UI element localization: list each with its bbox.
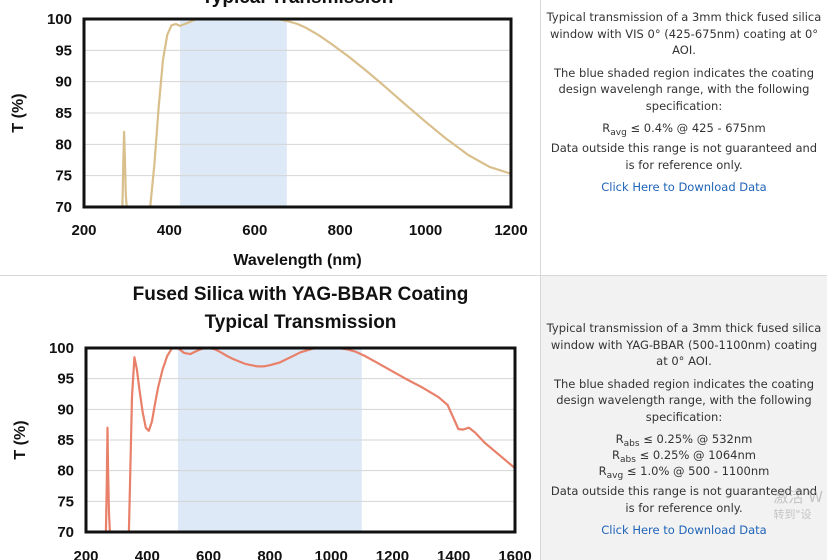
y-tick-label: 75 <box>57 493 74 510</box>
x-tick-label: 600 <box>242 222 267 239</box>
spec-text: ≤ 0.4% @ 425 - 675nm <box>626 121 766 135</box>
spec-text: ≤ 0.25% @ 1064nm <box>635 448 756 462</box>
y-tick-label: 85 <box>55 105 72 122</box>
spec-symbol: R <box>598 464 607 478</box>
chart-title: Typical Transmission <box>202 0 394 8</box>
x-tick-label: 800 <box>328 222 353 239</box>
transmission-line <box>121 130 128 207</box>
spec-symbol: R <box>615 432 624 446</box>
info-disclaimer: Data outside this range is not guarantee… <box>550 484 818 515</box>
x-tick-label: 1000 <box>409 222 442 239</box>
info-panel-2: Typical transmission of a 3mm thick fuse… <box>540 276 827 560</box>
y-tick-label: 90 <box>57 401 74 418</box>
y-axis-label: T (%) <box>10 93 27 132</box>
spec-list: Ravg ≤ 0.4% @ 425 - 675nm <box>541 120 827 138</box>
x-tick-label: 200 <box>71 222 96 239</box>
x-tick-label: 1200 <box>376 548 409 560</box>
x-tick-label: 800 <box>257 548 282 560</box>
plot-frame <box>82 17 513 209</box>
plot-frame <box>84 346 517 534</box>
spec-line: Ravg ≤ 1.0% @ 500 - 1100nm <box>541 463 827 481</box>
chart-subtitle: Typical Transmission <box>205 312 397 333</box>
chart-2-svg: 70 75 80 85 90 95 100 200 400 600 800 1000 1200 1400 1… <box>12 284 532 560</box>
y-tick-label: 90 <box>55 74 72 91</box>
y-tick-label: 75 <box>55 168 72 185</box>
x-tick-label: 1000 <box>314 548 347 560</box>
info-description: Typical transmission of a 3mm thick fuse… <box>546 10 822 57</box>
download-data-link[interactable]: Click Here to Download Data <box>601 180 767 194</box>
spec-line: Rabs ≤ 0.25% @ 532nm <box>541 431 827 449</box>
spec-subscript: abs <box>620 455 636 465</box>
info-shade-note: The blue shaded region indicates the coa… <box>553 65 815 113</box>
transmission-line <box>104 426 111 532</box>
y-tick-label: 70 <box>57 524 74 541</box>
spec-subscript: abs <box>623 439 640 449</box>
spec-text: ≤ 0.25% @ 532nm <box>639 432 753 446</box>
spec-symbol: R <box>612 448 620 462</box>
spec-subscript: avg <box>610 128 627 138</box>
activation-watermark: 激活 W 转到"设 <box>773 488 823 521</box>
chart-cell-1: 70 75 80 85 90 95 100 200 400 600 800 1000 1200 Typic… <box>0 0 540 275</box>
spec-line: Ravg ≤ 0.4% @ 425 - 675nm <box>541 120 827 138</box>
chart-row-2: 70 75 80 85 90 95 100 200 400 600 800 1000 1200 1400 1… <box>0 276 827 560</box>
y-tick-label: 85 <box>57 432 74 449</box>
chart-1-svg: 70 75 80 85 90 95 100 200 400 600 800 1000 1200 Typic… <box>10 0 528 269</box>
chart-cell-2: 70 75 80 85 90 95 100 200 400 600 800 1000 1200 1400 1… <box>0 276 540 560</box>
spec-line: Rabs ≤ 0.25% @ 1064nm <box>541 447 827 465</box>
spec-list: Rabs ≤ 0.25% @ 532nm Rabs ≤ 0.25% @ 1064n… <box>541 431 827 481</box>
x-tick-label: 1200 <box>494 222 527 239</box>
y-tick-label: 100 <box>47 11 72 28</box>
spec-text: ≤ 1.0% @ 500 - 1100nm <box>623 464 770 478</box>
x-tick-label: 200 <box>73 548 98 560</box>
y-tick-label: 80 <box>57 463 74 480</box>
spec-subscript: avg <box>606 471 624 481</box>
info-disclaimer: Data outside this range is not guarantee… <box>550 141 818 172</box>
y-tick-label: 95 <box>55 42 72 59</box>
download-data-link[interactable]: Click Here to Download Data <box>601 523 767 537</box>
y-tick-label: 95 <box>57 371 74 388</box>
transmission-line <box>127 348 515 532</box>
spec-symbol: R <box>602 121 611 135</box>
chart-title: Fused Silica with YAG-BBAR Coating <box>133 284 469 305</box>
x-tick-label: 1400 <box>437 548 470 560</box>
x-axis-label: Wavelength (nm) <box>233 252 361 269</box>
x-tick-label: 400 <box>135 548 160 560</box>
y-tick-label: 80 <box>55 136 72 153</box>
y-tick-label: 70 <box>55 199 72 216</box>
info-panel-1: Typical transmission of a 3mm thick fuse… <box>540 0 827 275</box>
y-tick-label: 100 <box>49 340 74 357</box>
info-description: Typical transmission of a 3mm thick fuse… <box>546 321 822 368</box>
y-axis-label: T (%) <box>12 420 29 459</box>
info-shade-note: The blue shaded region indicates the coa… <box>553 376 815 424</box>
x-tick-label: 1600 <box>498 548 531 560</box>
x-tick-label: 400 <box>157 222 182 239</box>
x-tick-label: 600 <box>196 548 221 560</box>
transmission-line <box>149 19 511 207</box>
chart-row-1: 70 75 80 85 90 95 100 200 400 600 800 1000 1200 Typic… <box>0 0 827 276</box>
